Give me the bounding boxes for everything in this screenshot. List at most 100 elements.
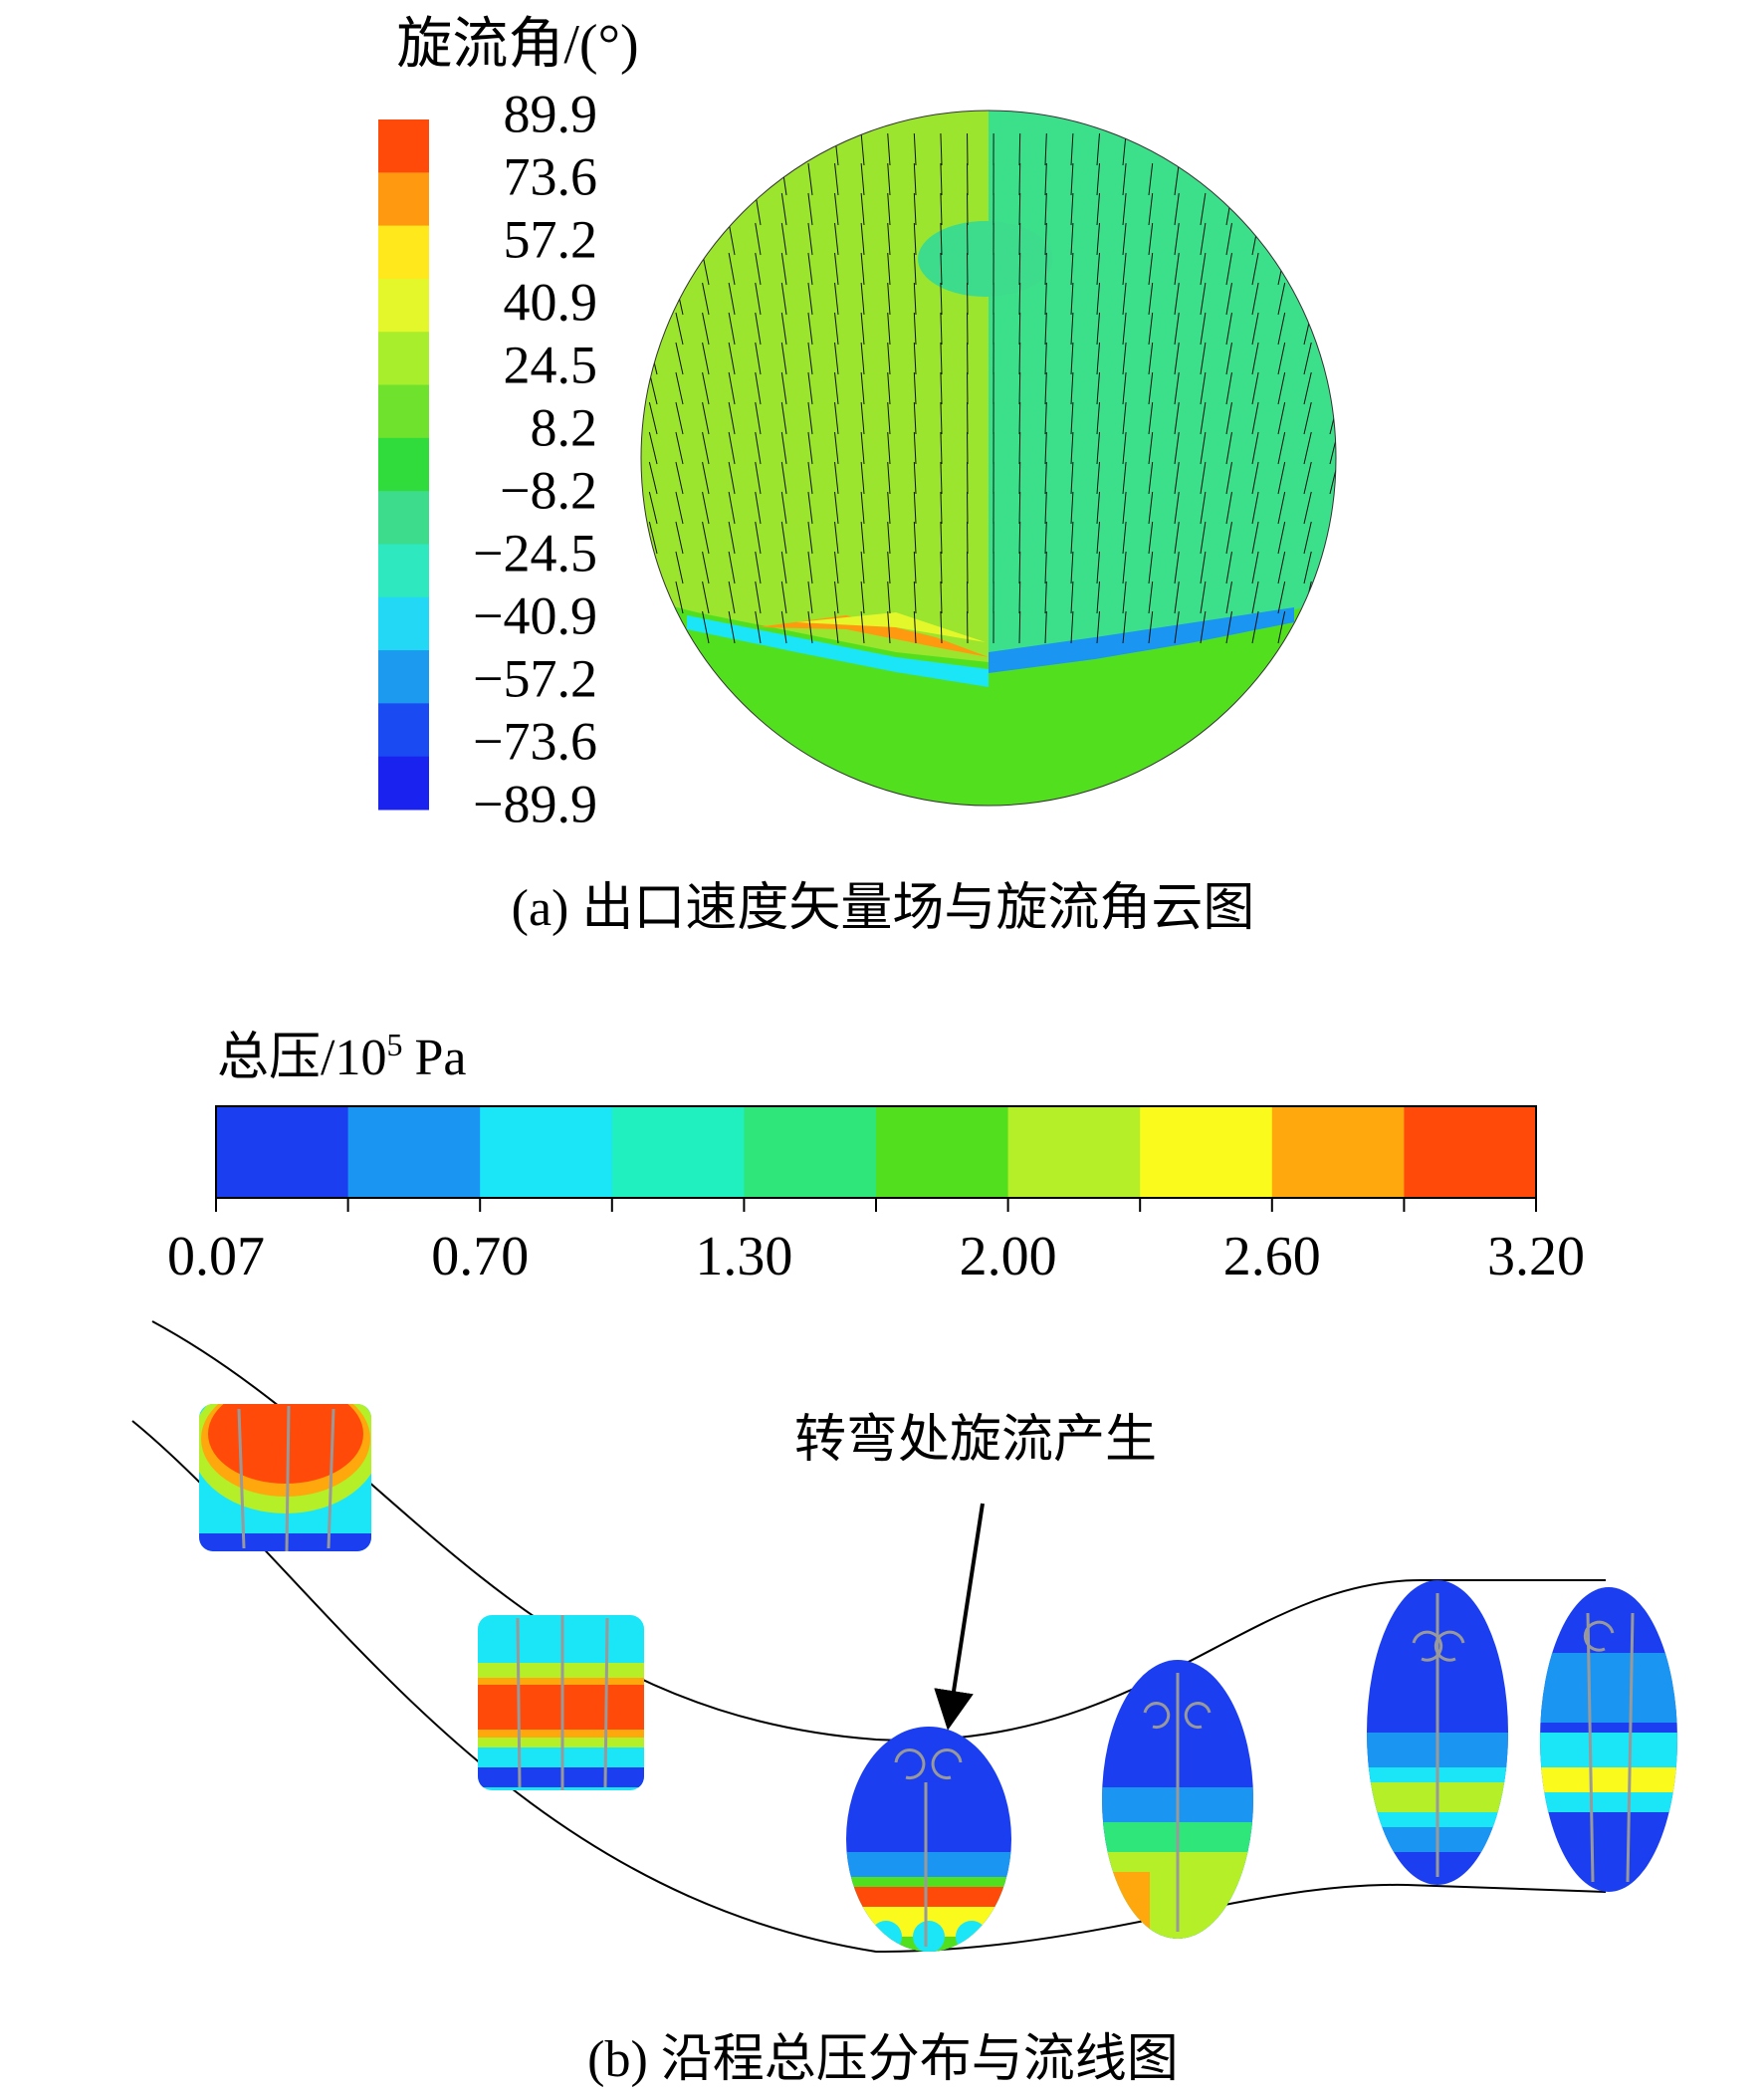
velocity-vector xyxy=(1200,581,1207,614)
velocity-vector xyxy=(1225,581,1232,614)
velocity-vector xyxy=(780,252,787,286)
velocity-vector xyxy=(1044,521,1047,555)
velocity-vector xyxy=(940,282,943,316)
velocity-vector xyxy=(1148,461,1154,495)
velocity-vector xyxy=(1044,491,1047,525)
colorbar-label: 40.9 xyxy=(504,272,598,332)
velocity-vector xyxy=(1251,491,1259,525)
velocity-vector xyxy=(860,222,865,256)
velocity-vector xyxy=(940,431,943,465)
velocity-vector xyxy=(1096,401,1100,435)
velocity-vector xyxy=(1070,461,1074,495)
velocity-vector xyxy=(1225,461,1232,495)
annotation-arrow xyxy=(934,1503,985,1731)
velocity-vector xyxy=(1070,132,1074,166)
velocity-vector xyxy=(1277,401,1286,435)
velocity-vector xyxy=(860,581,865,614)
velocity-vector xyxy=(648,461,658,495)
velocity-vector xyxy=(913,252,917,286)
velocity-vector xyxy=(728,581,736,614)
velocity-vector xyxy=(702,312,710,346)
velocity-vector xyxy=(834,551,839,584)
velocity-vector xyxy=(675,521,684,555)
velocity-vector xyxy=(1018,401,1021,435)
velocity-vector xyxy=(1018,521,1021,555)
velocity-vector xyxy=(887,312,891,346)
velocity-vector xyxy=(1174,551,1180,584)
velocity-vector xyxy=(1225,521,1232,555)
velocity-vector xyxy=(755,610,762,644)
velocity-vector xyxy=(834,222,839,256)
velocity-vector xyxy=(807,461,813,495)
velocity-vector xyxy=(755,252,762,286)
velocity-vector xyxy=(1277,282,1286,316)
velocity-vector xyxy=(1174,252,1180,286)
velocity-vector xyxy=(1174,371,1180,405)
title-unit: Pa xyxy=(414,1030,466,1086)
velocity-vector xyxy=(834,401,839,435)
velocity-vector xyxy=(1018,192,1021,226)
velocity-vector xyxy=(1096,342,1100,375)
colorbar-label: 2.00 xyxy=(960,1226,1057,1287)
velocity-vector xyxy=(702,521,710,555)
colorbar-label: 2.60 xyxy=(1223,1226,1321,1287)
velocity-vector xyxy=(1303,521,1312,555)
colorbar-a: 89.973.657.240.924.58.2−8.2−24.5−40.9−57… xyxy=(378,84,597,833)
velocity-vector xyxy=(728,431,736,465)
velocity-vector xyxy=(887,401,891,435)
velocity-vector xyxy=(940,521,943,555)
velocity-vector xyxy=(1122,401,1127,435)
velocity-vector xyxy=(1251,521,1259,555)
velocity-vector xyxy=(913,610,917,644)
velocity-vector xyxy=(1251,252,1259,286)
velocity-vector xyxy=(887,610,891,644)
velocity-vector xyxy=(702,401,710,435)
velocity-vector xyxy=(940,162,943,196)
velocity-vector xyxy=(728,521,736,555)
velocity-vector xyxy=(755,431,762,465)
velocity-vector xyxy=(755,581,762,614)
velocity-vector xyxy=(1277,461,1286,495)
colorbar-label: 89.9 xyxy=(504,84,598,143)
velocity-vector xyxy=(1018,551,1021,584)
velocity-vector xyxy=(1044,610,1047,644)
title-sup: 5 xyxy=(386,1027,402,1062)
velocity-vector xyxy=(887,491,891,525)
velocity-vector xyxy=(1303,431,1312,465)
velocity-vector xyxy=(1148,371,1154,405)
velocity-vector xyxy=(1122,222,1127,256)
velocity-vector xyxy=(1044,132,1047,166)
velocity-vector xyxy=(834,282,839,316)
section-4 xyxy=(1102,1660,1253,1939)
colorbar-label: 73.6 xyxy=(504,146,598,206)
velocity-vector xyxy=(1018,162,1021,196)
velocity-vector xyxy=(1044,581,1047,614)
velocity-vector xyxy=(1329,431,1336,465)
velocity-vector xyxy=(834,162,839,196)
velocity-vector xyxy=(1018,282,1021,316)
velocity-vector xyxy=(1251,431,1259,465)
velocity-vector xyxy=(913,192,917,226)
velocity-vector xyxy=(834,192,839,226)
colorbar-label: −73.6 xyxy=(473,711,597,771)
velocity-vector xyxy=(807,312,813,346)
velocity-vector xyxy=(1070,192,1074,226)
velocity-vector xyxy=(1070,610,1074,644)
velocity-vector xyxy=(1044,282,1047,316)
velocity-vector xyxy=(1174,491,1180,525)
color-band xyxy=(378,596,429,651)
velocity-vector xyxy=(755,282,762,316)
velocity-vector xyxy=(1070,551,1074,584)
velocity-vector xyxy=(1018,581,1021,614)
velocity-vector xyxy=(1018,371,1021,405)
velocity-vector xyxy=(913,132,917,166)
velocity-vector xyxy=(755,551,762,584)
velocity-vector xyxy=(1277,431,1286,465)
velocity-vector xyxy=(1044,371,1047,405)
colorbar-label: −89.9 xyxy=(473,774,597,833)
velocity-vector xyxy=(1277,581,1286,614)
velocity-vector xyxy=(913,491,917,525)
title-main: 总压/10 xyxy=(217,1030,386,1086)
velocity-vector xyxy=(780,342,787,375)
color-band xyxy=(378,172,429,227)
